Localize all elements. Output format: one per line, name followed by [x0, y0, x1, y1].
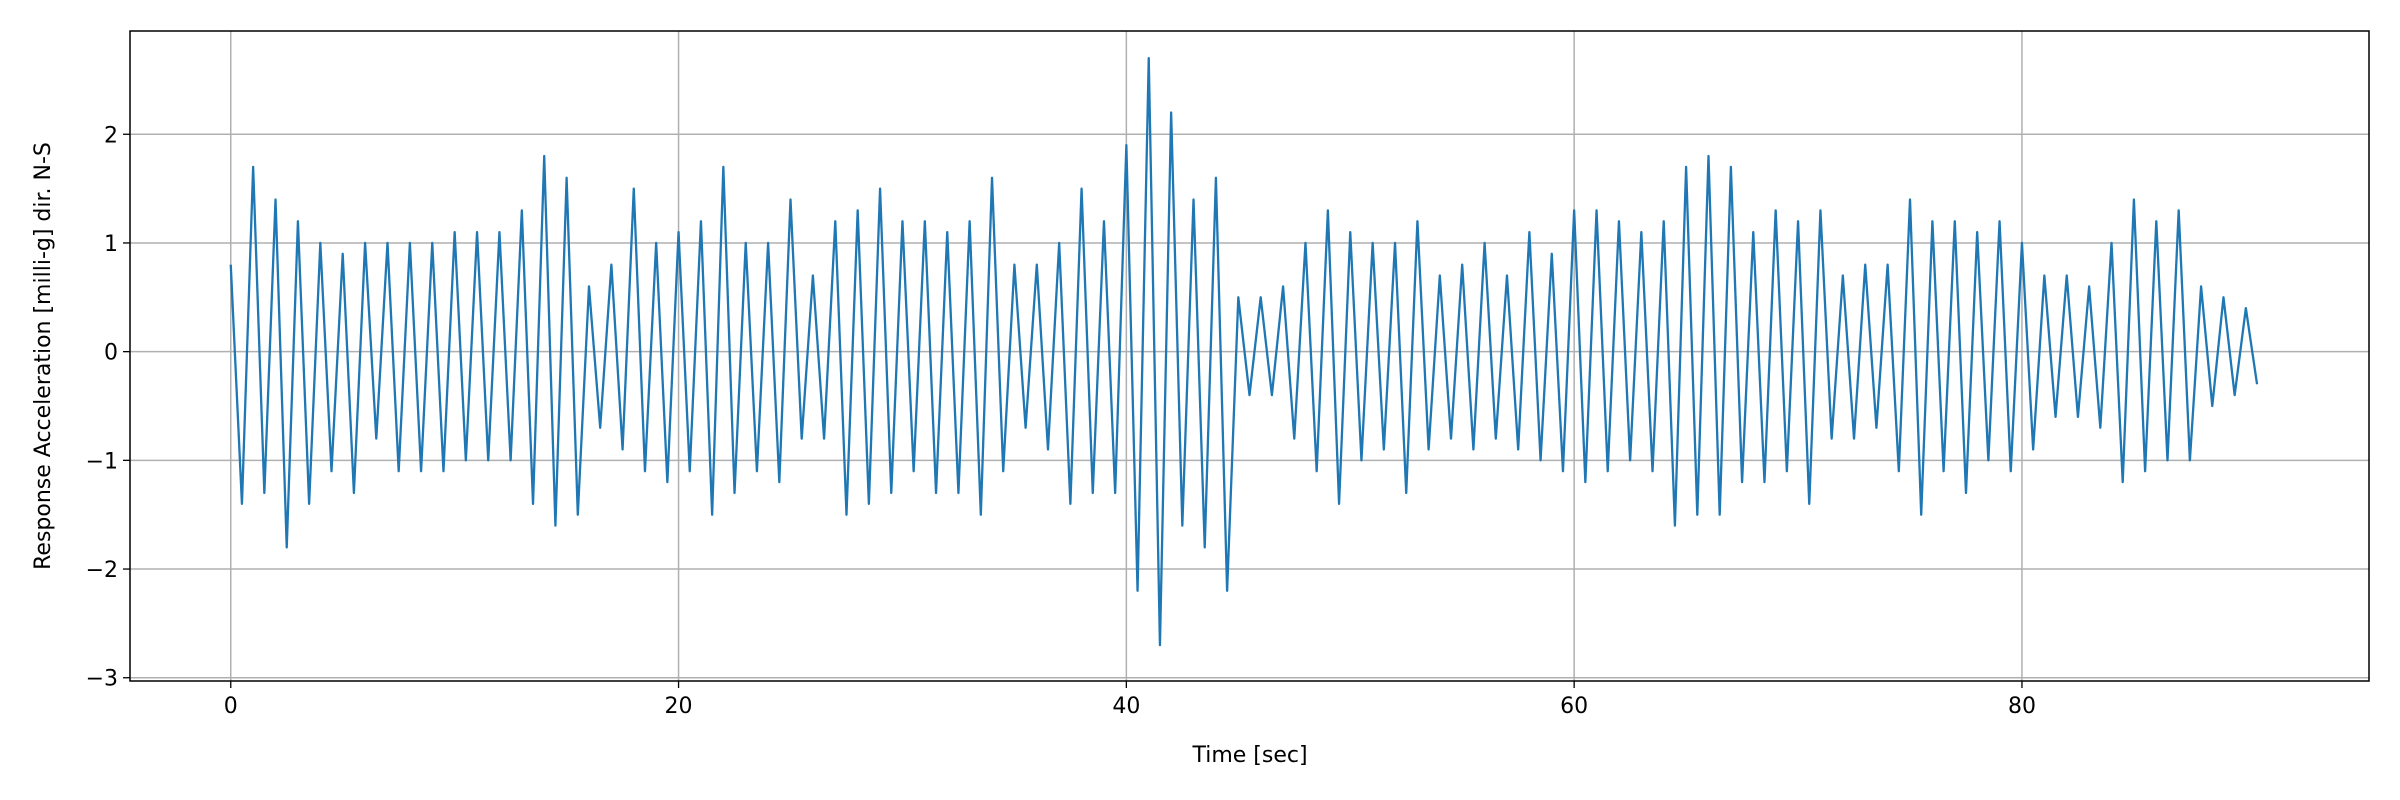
x-tick-label: 40 — [1112, 694, 1140, 719]
x-tick-label: 60 — [1560, 694, 1588, 719]
x-tick-label: 0 — [224, 694, 238, 719]
x-axis-label: Time [sec] — [1191, 743, 1307, 768]
y-tick-label: 0 — [104, 341, 118, 366]
y-tick-label: 2 — [104, 123, 118, 148]
y-tick-label: 1 — [104, 232, 118, 257]
y-tick-label: −2 — [86, 558, 118, 583]
y-tick-label: −1 — [86, 449, 118, 474]
x-tick-label: 80 — [2008, 694, 2036, 719]
y-tick-label: −3 — [86, 667, 118, 692]
x-tick-label: 20 — [665, 694, 693, 719]
signal-line — [229, 57, 2259, 647]
plot-frame — [129, 30, 2370, 682]
y-axis-label: Response Acceleration [milli-g] dir. N-S — [31, 142, 56, 570]
